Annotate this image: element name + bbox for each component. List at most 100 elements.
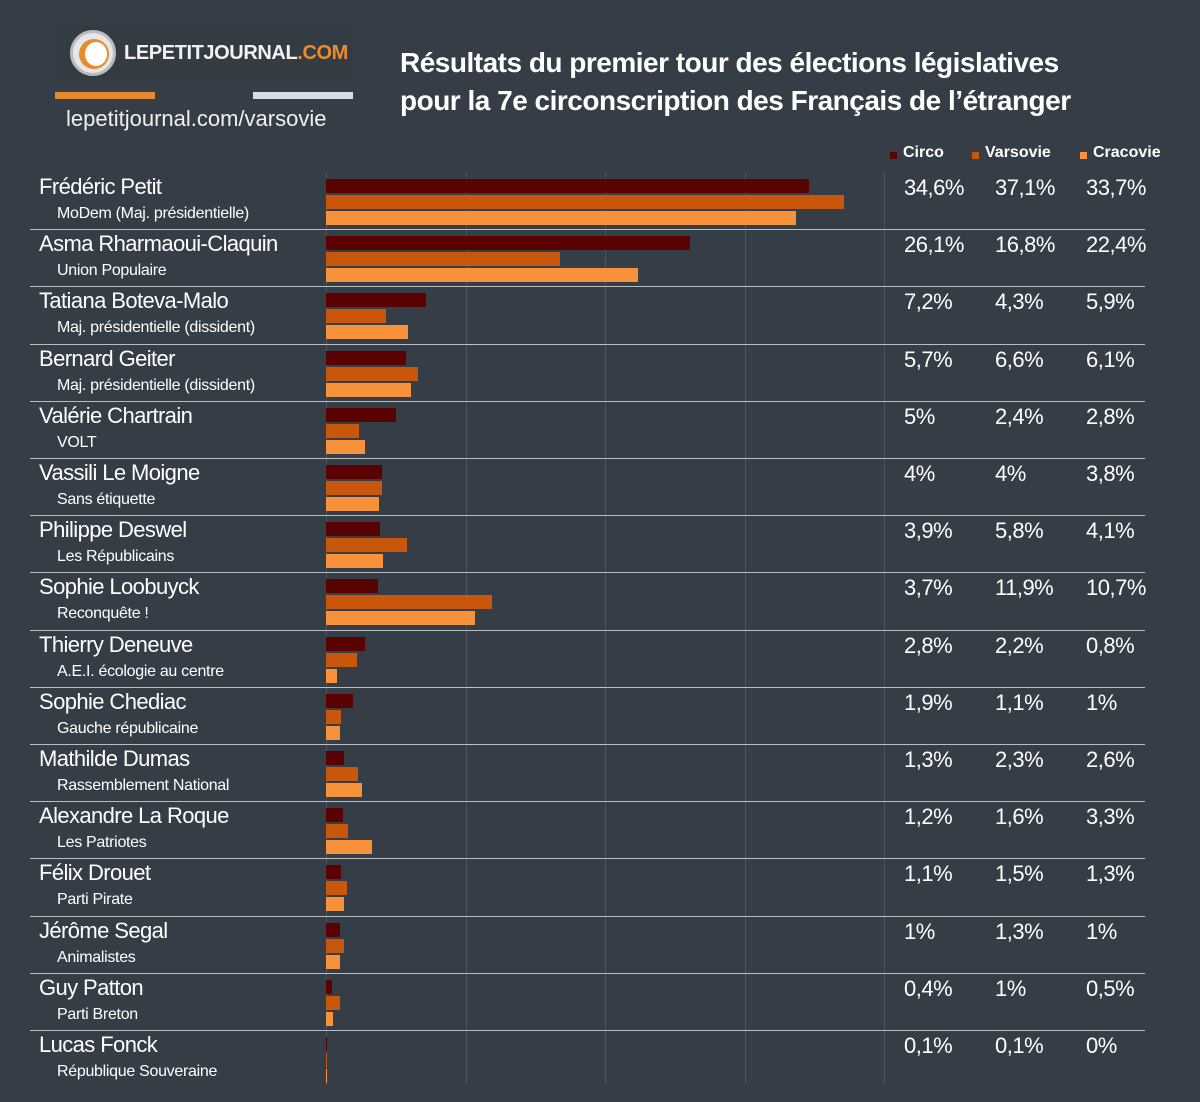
value-label-cracovie: 33,7% [1086,175,1146,200]
row-separator [30,458,1145,459]
logo-mascot-icon [70,30,116,76]
value-label-varsovie: 1,3% [995,918,1044,944]
candidate-name: Valérie Chartrain [39,402,193,428]
bar-circo [326,636,366,651]
bar-cracovie [326,725,340,740]
value-label-varsovie: 6,6% [995,346,1044,372]
bar-varsovie [326,309,386,324]
bar-circo [326,1037,328,1051]
bar-cracovie [326,611,476,626]
title-line-1: Résultats du premier tour des élections … [400,47,1059,78]
bar-cracovie [326,554,384,569]
value-label-circo: 1,1% [904,861,953,887]
value-label-circo: 1,3% [904,747,953,772]
candidate-party: Parti Breton [57,1005,138,1023]
candidate-name: Jérôme Segal [39,917,168,943]
candidate-name: Thierry Deneuve [39,631,193,657]
bar-varsovie [326,767,359,781]
bar-varsovie [326,881,347,896]
candidate-name: Frédéric Petit [39,174,162,199]
bar-circo [326,522,381,537]
candidate-name: Vassili Le Moigne [39,460,200,485]
legend-swatch [890,151,897,159]
value-label-cracovie: 4,1% [1086,518,1135,544]
value-label-varsovie: 1% [995,975,1026,1001]
bar-circo [326,751,345,765]
candidate-party: Parti Pirate [57,891,133,909]
bar-varsovie [326,252,561,267]
candidate-party: Animalistes [57,948,136,966]
bar-varsovie [326,366,419,381]
candidate-name: Tatiana Boteva-Malo [39,288,229,314]
legend-label: Varsovie [985,144,1051,161]
value-label-cracovie: 1% [1086,689,1117,715]
row-separator [30,686,1145,688]
value-label-varsovie: 11,9% [995,575,1054,601]
value-label-varsovie: 4% [995,461,1026,486]
bar-cracovie [326,783,363,797]
decor-orange-line [55,92,155,99]
value-label-circo: 34,6% [904,175,964,200]
value-label-cracovie: 10,7% [1086,575,1146,601]
bar-cracovie [326,268,639,283]
value-label-varsovie: 16,8% [995,232,1055,258]
row-separator [30,400,1145,402]
value-label-cracovie: 0,8% [1086,632,1135,658]
bar-circo [326,236,691,251]
row-separator [30,286,1145,288]
value-label-circo: 3,9% [904,518,953,544]
row-separator [30,629,1145,631]
row-separator [30,972,1145,974]
value-label-circo: 5% [904,403,935,429]
gridline [744,172,746,1084]
bar-circo [326,465,382,479]
value-label-cracovie: 5,9% [1086,289,1135,315]
bar-varsovie [326,938,345,953]
row-separator [30,572,1145,574]
bar-cracovie [326,897,345,912]
candidate-party: VOLT [57,433,97,451]
candidate-party: Les Républicains [57,548,175,566]
legend-swatch [1080,151,1087,159]
candidate-party: Union Populaire [57,262,167,280]
bar-varsovie [326,995,340,1010]
title-line-2: pour la 7e circonscription des Français … [400,85,1071,116]
value-label-circo: 1,9% [904,689,953,715]
bar-varsovie [326,709,342,724]
value-label-varsovie: 4,3% [995,289,1044,315]
gridline [605,172,606,1084]
gridline [465,172,467,1084]
gridline [326,172,327,1084]
bar-varsovie [326,481,382,495]
row-separator [30,801,1145,803]
candidate-party: République Souveraine [57,1063,218,1080]
candidate-party: Maj. présidentielle (dissident) [57,319,255,337]
bar-circo [326,808,343,823]
value-label-circo: 26,1% [904,232,964,258]
bar-circo [326,979,332,994]
bar-varsovie [326,824,349,839]
bar-circo [326,693,353,708]
legend-label: Circo [903,144,944,161]
logo-text: LEPETITJOURNAL.COM [124,41,348,65]
bar-circo [326,922,340,937]
row-separator [30,744,1145,745]
bar-cracovie [326,382,412,397]
row-separator [30,343,1145,345]
bar-varsovie [326,595,492,610]
bar-cracovie [326,1011,333,1026]
value-label-circo: 5,7% [904,346,953,372]
row-separator [30,229,1145,231]
legend-item: Cracovie [1080,144,1161,162]
value-label-cracovie: 2,6% [1086,747,1135,772]
chart-title: Résultats du premier tour des élections … [400,44,1071,120]
bar-varsovie [326,195,844,209]
bar-cracovie [326,954,340,969]
value-label-cracovie: 1,3% [1086,861,1135,887]
candidate-name: Bernard Geiter [39,345,175,371]
value-label-circo: 0,1% [904,1033,953,1058]
value-label-varsovie: 2,4% [995,403,1044,429]
candidate-name: Philippe Deswel [39,517,187,543]
candidate-name: Guy Patton [39,974,144,1000]
legend-item: Varsovie [972,144,1051,162]
